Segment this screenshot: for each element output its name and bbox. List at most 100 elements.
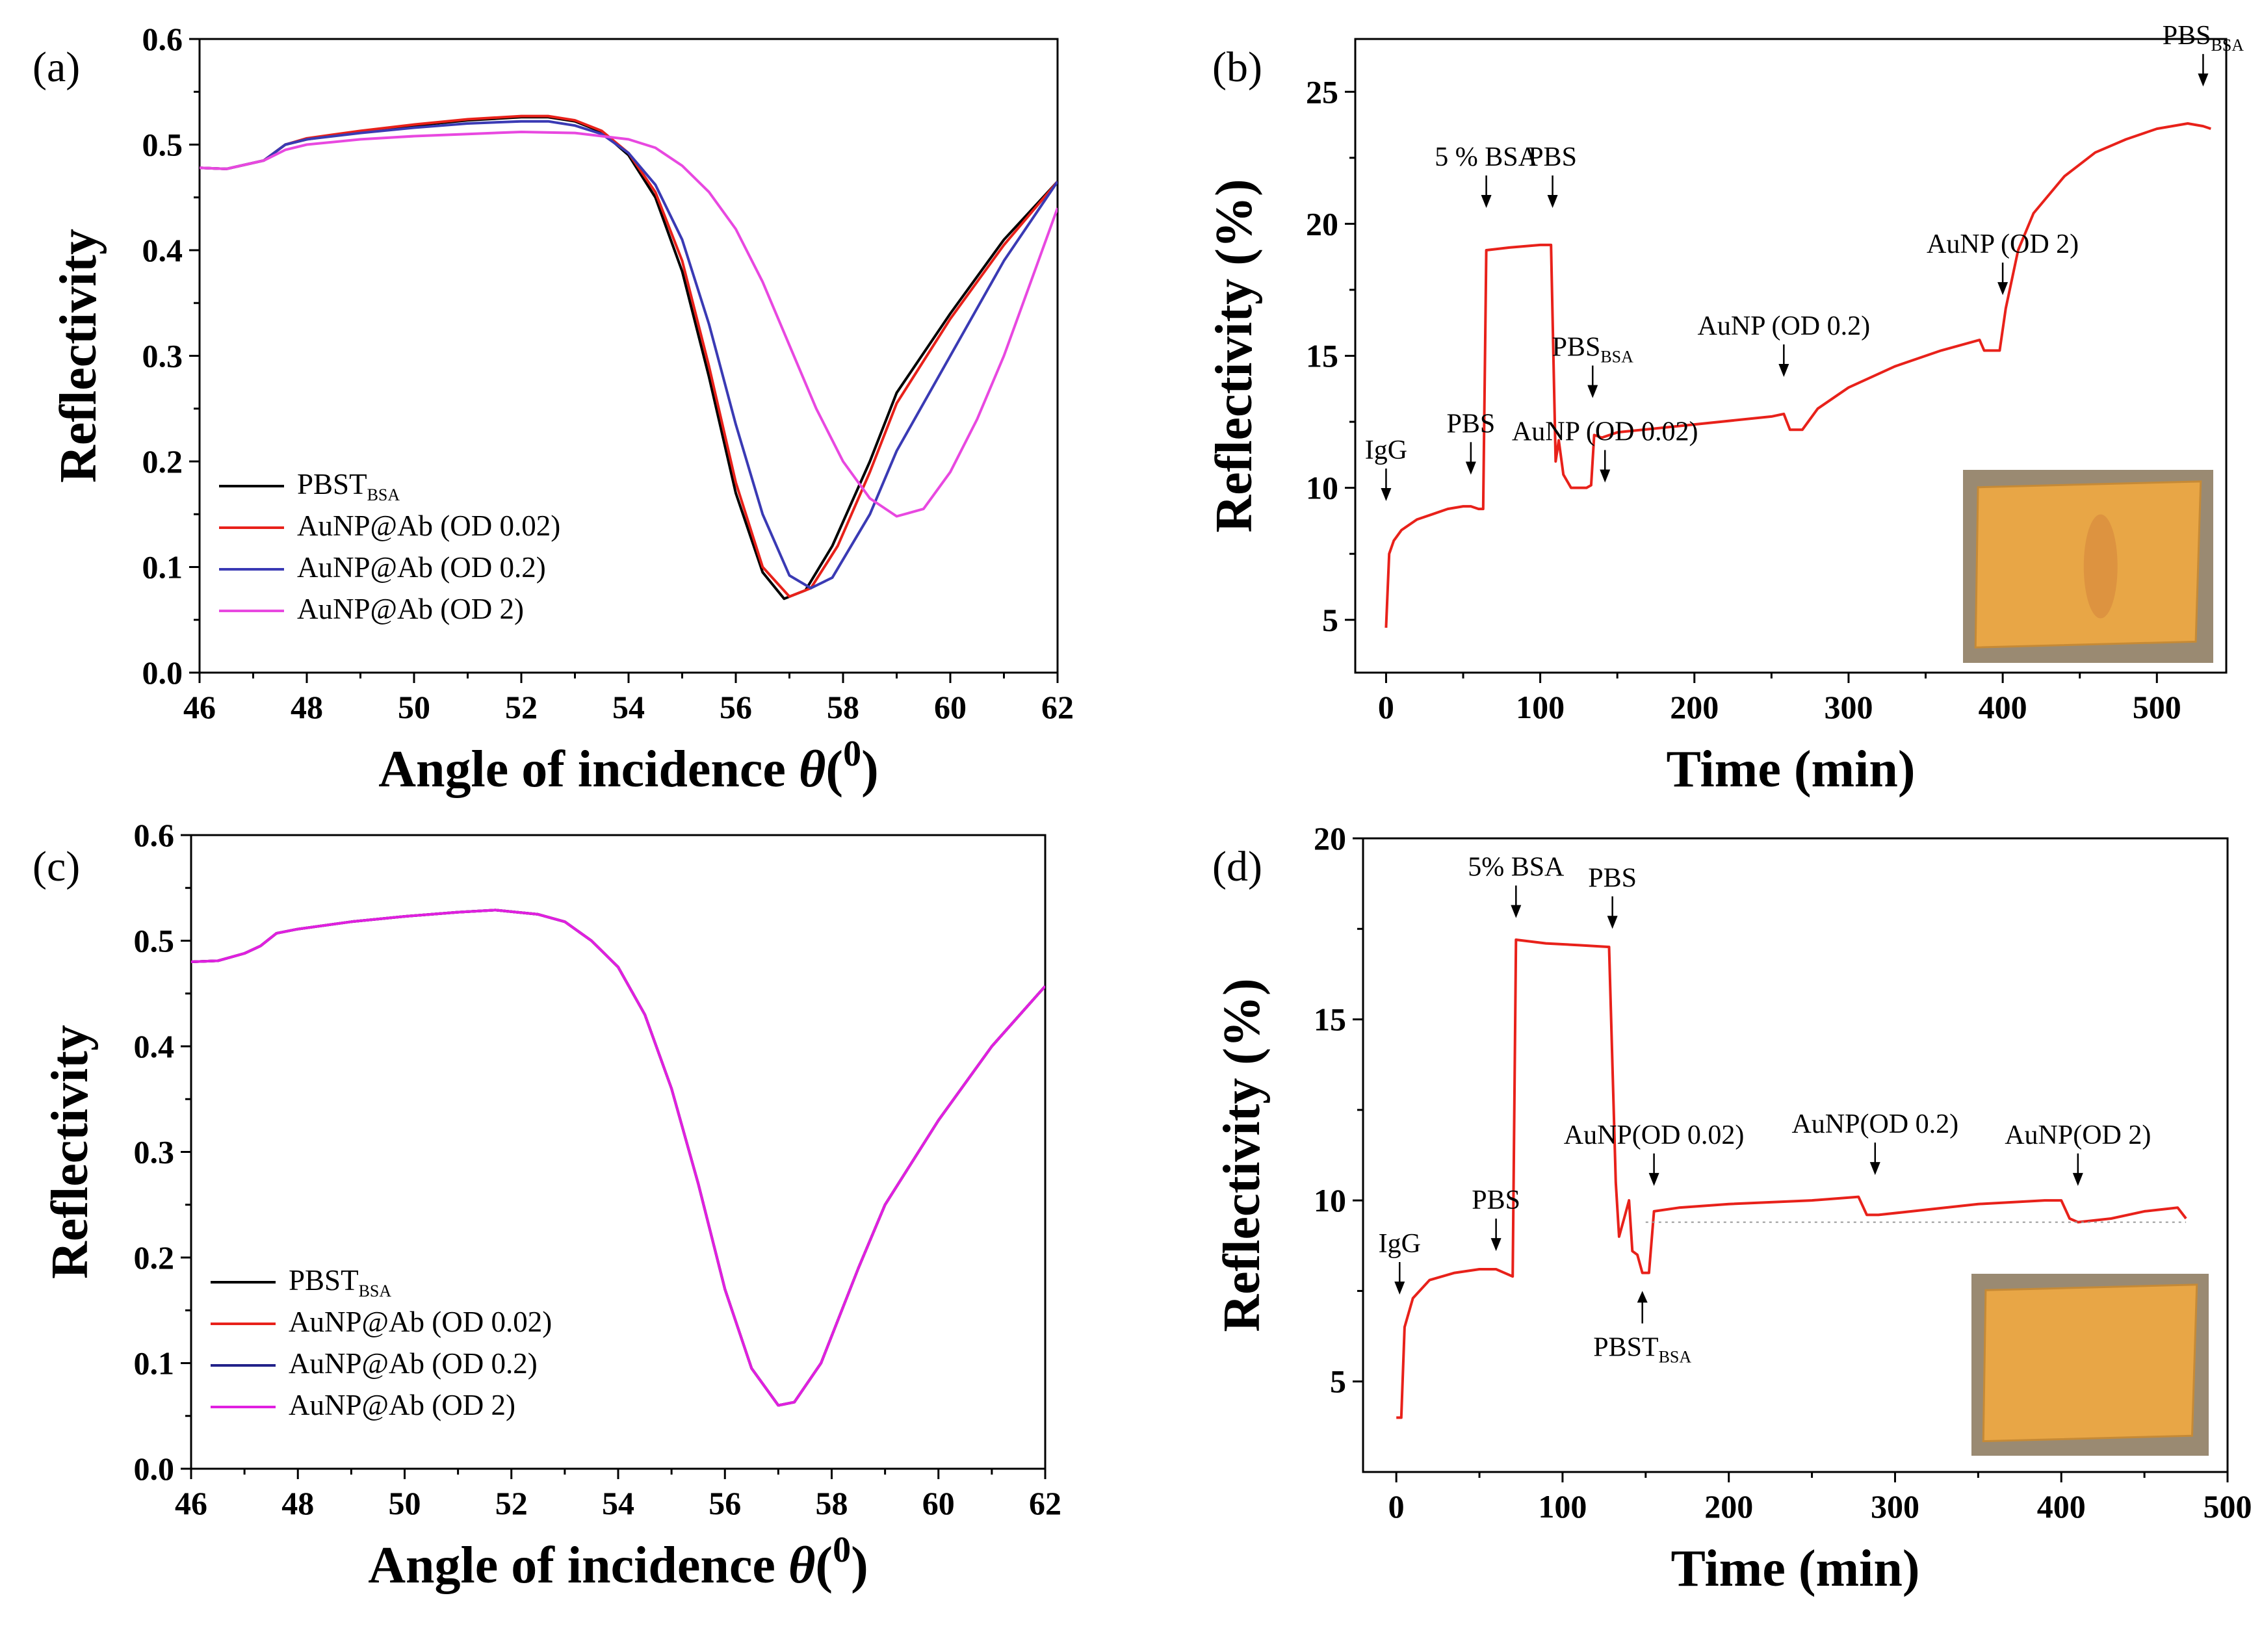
y-axis-title: Reflectivity (%) bbox=[1206, 179, 1263, 532]
y-tick-label: 0.3 bbox=[142, 338, 183, 374]
inset-photo bbox=[1971, 1274, 2209, 1456]
annotation: AuNP (OD 2) bbox=[1927, 229, 2079, 296]
y-tick-label: 10 bbox=[1306, 470, 1338, 506]
x-tick-label: 200 bbox=[1670, 689, 1719, 725]
annotation-arrow-head bbox=[1600, 469, 1611, 483]
annotation-label: IgG bbox=[1379, 1229, 1421, 1259]
y-tick-label: 0.2 bbox=[134, 1239, 175, 1276]
x-tick-label: 56 bbox=[720, 689, 752, 725]
y-axis-title: Reflectivity bbox=[42, 1025, 99, 1279]
annotation-arrow-head bbox=[1997, 282, 2008, 296]
legend-entry: AuNP@Ab (OD 2) bbox=[297, 593, 524, 625]
panel-4: (d) 0 100 200 300 400 500 5 10 15 20 Time (min) Refl… bbox=[1212, 820, 2252, 1597]
annotation-arrow-head bbox=[2198, 73, 2209, 87]
annotation: PBS bbox=[1447, 409, 1495, 475]
annotation-label: PBS bbox=[1588, 863, 1637, 893]
x-tick-label: 0 bbox=[1378, 689, 1394, 725]
annotation-arrow-head bbox=[1490, 1238, 1502, 1252]
annotation-arrow-head bbox=[1394, 1282, 1405, 1295]
x-tick-label: 52 bbox=[505, 689, 538, 725]
y-tick-label: 0.6 bbox=[142, 21, 183, 57]
x-tick-label: 58 bbox=[827, 689, 859, 725]
y-tick-label: 0.2 bbox=[142, 443, 183, 480]
annotation-label: AuNP(OD 2) bbox=[2005, 1120, 2151, 1150]
panel-label: (b) bbox=[1212, 44, 1262, 91]
x-tick-label: 500 bbox=[2133, 689, 2181, 725]
legend-entry: AuNP@Ab (OD 0.02) bbox=[297, 510, 560, 542]
y-tick-label: 5 bbox=[1330, 1363, 1346, 1400]
y-tick-label: 10 bbox=[1314, 1182, 1346, 1219]
y-tick-label: 0.5 bbox=[142, 127, 183, 163]
annotation-arrow-head bbox=[1481, 195, 1492, 208]
x-tick-label: 50 bbox=[398, 689, 430, 725]
annotation: PBSBSA bbox=[2163, 21, 2244, 87]
annotation-label: AuNP (OD 2) bbox=[1927, 229, 2079, 259]
x-axis-title: Time (min) bbox=[1671, 1540, 1920, 1597]
y-tick-label: 0.0 bbox=[142, 654, 183, 691]
annotation-label: IgG bbox=[1365, 435, 1407, 465]
x-tick-label: 400 bbox=[1979, 689, 2027, 725]
x-tick-label: 46 bbox=[175, 1485, 207, 1521]
panel-label: (c) bbox=[32, 843, 80, 890]
legend-entry: AuNP@Ab (OD 0.2) bbox=[289, 1347, 538, 1380]
annotation: 5% BSA bbox=[1468, 853, 1565, 918]
series-line-1 bbox=[1384, 122, 2211, 628]
annotation: PBSTBSA bbox=[1593, 1291, 1691, 1366]
annotation: 5 % BSA bbox=[1435, 142, 1539, 208]
y-tick-label: 0.5 bbox=[134, 923, 175, 959]
series-line-1 bbox=[1396, 938, 2187, 1419]
annotation: PBS bbox=[1528, 142, 1577, 208]
series-line-4 bbox=[200, 131, 1058, 518]
annotation-label: 5 % BSA bbox=[1435, 142, 1538, 172]
y-tick-label: 0.1 bbox=[142, 549, 183, 586]
annotation-label: AuNP (OD 0.2) bbox=[1698, 311, 1871, 341]
y-tick-label: 20 bbox=[1306, 205, 1338, 242]
annotation: AuNP(OD 0.02) bbox=[1564, 1120, 1744, 1186]
x-tick-label: 58 bbox=[816, 1485, 848, 1521]
x-tick-label: 54 bbox=[602, 1485, 634, 1521]
x-tick-label: 100 bbox=[1516, 689, 1565, 725]
annotation: PBSBSA bbox=[1552, 333, 1634, 398]
y-tick-label: 0.6 bbox=[134, 817, 175, 853]
legend-entry: AuNP@Ab (OD 2) bbox=[289, 1389, 515, 1421]
y-tick-label: 15 bbox=[1306, 338, 1338, 374]
annotation-arrow-head bbox=[1547, 195, 1558, 208]
x-tick-label: 50 bbox=[389, 1485, 421, 1521]
x-tick-label: 54 bbox=[612, 689, 645, 725]
y-tick-label: 5 bbox=[1322, 602, 1338, 638]
annotation-label: PBS bbox=[1528, 142, 1577, 172]
legend-entry: AuNP@Ab (OD 0.2) bbox=[297, 551, 546, 584]
annotation-arrow-head bbox=[1511, 905, 1522, 918]
legend-entry: PBSTBSA bbox=[297, 468, 400, 504]
annotation: IgG bbox=[1365, 435, 1407, 501]
annotation: AuNP (OD 0.2) bbox=[1698, 311, 1871, 377]
x-tick-label: 400 bbox=[2037, 1488, 2086, 1525]
annotation-label: AuNP (OD 0.02) bbox=[1512, 417, 1698, 447]
annotation-arrow-head bbox=[1869, 1162, 1880, 1176]
annotation-label: PBSBSA bbox=[1552, 333, 1634, 367]
annotation: AuNP(OD 2) bbox=[2005, 1120, 2151, 1186]
annotation-label: PBSTBSA bbox=[1593, 1332, 1691, 1366]
chip-spot bbox=[2083, 514, 2118, 619]
panel-label: (d) bbox=[1212, 843, 1262, 890]
y-tick-label: 0.1 bbox=[134, 1345, 175, 1382]
y-tick-label: 0.4 bbox=[142, 232, 183, 268]
annotation-arrow-head bbox=[1381, 487, 1392, 501]
annotation-label: 5% BSA bbox=[1468, 853, 1565, 883]
x-tick-label: 300 bbox=[1824, 689, 1873, 725]
x-axis-title: Angle of incidence θ(0) bbox=[368, 1530, 868, 1594]
annotation-label: PBS bbox=[1472, 1185, 1520, 1215]
series-line-3 bbox=[200, 120, 1058, 589]
annotation-arrow-head bbox=[1587, 385, 1598, 398]
annotation-arrow-head bbox=[1637, 1291, 1648, 1303]
x-tick-label: 300 bbox=[1871, 1488, 1919, 1525]
x-tick-label: 60 bbox=[934, 689, 967, 725]
panel-2: (b) 0 100 200 300 400 500 5 10 15 20 25 Time (min) Re… bbox=[1206, 21, 2244, 798]
y-tick-label: 25 bbox=[1306, 73, 1338, 110]
annotation-arrow-head bbox=[1465, 461, 1476, 475]
x-tick-label: 62 bbox=[1029, 1485, 1061, 1521]
y-tick-label: 15 bbox=[1314, 1001, 1346, 1038]
x-tick-label: 200 bbox=[1704, 1488, 1753, 1525]
panel-3: (c) 46 48 50 52 54 56 58 60 62 0.0 0.1 0.2 0.3 0.4 0.5 0… bbox=[32, 817, 1061, 1594]
annotation-arrow-head bbox=[1607, 916, 1618, 929]
